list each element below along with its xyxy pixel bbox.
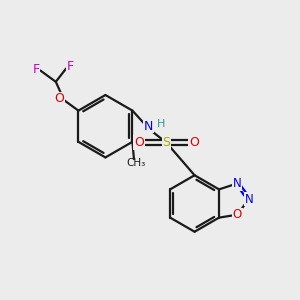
Text: F: F [67, 60, 74, 74]
Text: O: O [134, 136, 144, 149]
Text: F: F [32, 62, 39, 76]
Text: O: O [189, 136, 199, 149]
Text: O: O [233, 208, 242, 221]
Text: CH₃: CH₃ [127, 158, 146, 168]
Text: S: S [162, 136, 170, 149]
Text: O: O [55, 92, 64, 105]
Text: N: N [244, 193, 253, 206]
Text: N: N [233, 177, 242, 190]
Text: H: H [157, 119, 166, 129]
Text: N: N [144, 120, 153, 133]
